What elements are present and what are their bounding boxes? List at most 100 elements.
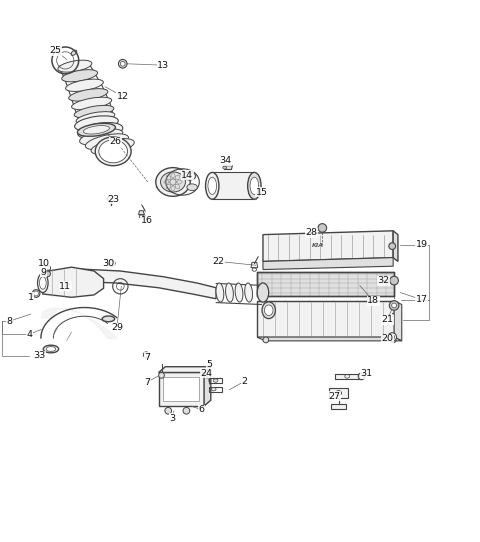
Ellipse shape bbox=[235, 283, 243, 302]
Polygon shape bbox=[72, 269, 216, 299]
Text: 32: 32 bbox=[378, 276, 390, 285]
Ellipse shape bbox=[245, 283, 252, 302]
Text: 10: 10 bbox=[38, 259, 50, 268]
Polygon shape bbox=[204, 367, 211, 406]
Ellipse shape bbox=[226, 283, 233, 302]
Polygon shape bbox=[158, 372, 204, 406]
Ellipse shape bbox=[184, 172, 196, 180]
Circle shape bbox=[158, 372, 164, 378]
Text: 27: 27 bbox=[329, 392, 341, 401]
Ellipse shape bbox=[69, 89, 108, 101]
Circle shape bbox=[390, 276, 398, 285]
Ellipse shape bbox=[62, 70, 97, 82]
Ellipse shape bbox=[66, 79, 103, 92]
Text: 4: 4 bbox=[26, 330, 33, 339]
Ellipse shape bbox=[85, 134, 129, 150]
Polygon shape bbox=[394, 301, 402, 341]
Ellipse shape bbox=[74, 116, 118, 131]
Text: 18: 18 bbox=[367, 296, 379, 305]
Ellipse shape bbox=[223, 166, 227, 169]
Circle shape bbox=[108, 260, 115, 267]
Polygon shape bbox=[335, 374, 360, 379]
Ellipse shape bbox=[160, 172, 185, 192]
Text: 29: 29 bbox=[111, 323, 123, 332]
Text: 2: 2 bbox=[242, 377, 248, 385]
Circle shape bbox=[32, 289, 40, 298]
Text: 30: 30 bbox=[102, 259, 114, 268]
Circle shape bbox=[108, 195, 114, 202]
Circle shape bbox=[119, 60, 127, 68]
Ellipse shape bbox=[46, 347, 56, 351]
Polygon shape bbox=[158, 367, 211, 372]
Circle shape bbox=[389, 301, 399, 310]
Ellipse shape bbox=[80, 129, 123, 145]
Ellipse shape bbox=[102, 316, 115, 322]
Text: 14: 14 bbox=[181, 171, 193, 180]
Polygon shape bbox=[224, 166, 232, 170]
Ellipse shape bbox=[76, 112, 115, 124]
Circle shape bbox=[165, 408, 171, 414]
Ellipse shape bbox=[39, 277, 46, 289]
Text: 28: 28 bbox=[306, 228, 318, 237]
Text: 12: 12 bbox=[117, 92, 129, 101]
Text: 17: 17 bbox=[416, 295, 428, 304]
Polygon shape bbox=[263, 257, 393, 269]
Circle shape bbox=[392, 303, 396, 308]
Polygon shape bbox=[329, 388, 348, 398]
Ellipse shape bbox=[187, 184, 197, 191]
Polygon shape bbox=[257, 337, 402, 341]
Circle shape bbox=[183, 408, 190, 414]
Ellipse shape bbox=[74, 105, 114, 118]
Text: 7: 7 bbox=[144, 353, 150, 362]
Circle shape bbox=[263, 337, 269, 343]
Text: 33: 33 bbox=[33, 351, 45, 360]
Polygon shape bbox=[163, 377, 199, 401]
Circle shape bbox=[120, 61, 125, 66]
Ellipse shape bbox=[71, 50, 77, 55]
Ellipse shape bbox=[78, 122, 123, 139]
Circle shape bbox=[390, 337, 396, 343]
Ellipse shape bbox=[58, 60, 92, 72]
Ellipse shape bbox=[91, 139, 134, 154]
Ellipse shape bbox=[262, 302, 276, 319]
Polygon shape bbox=[331, 404, 346, 409]
Polygon shape bbox=[393, 231, 398, 261]
Text: 23: 23 bbox=[107, 195, 119, 204]
Text: 15: 15 bbox=[255, 188, 267, 197]
Text: 20: 20 bbox=[382, 334, 394, 344]
Text: 6: 6 bbox=[199, 405, 204, 414]
Text: 34: 34 bbox=[219, 157, 232, 165]
Polygon shape bbox=[43, 267, 104, 298]
Ellipse shape bbox=[264, 305, 273, 315]
Text: 13: 13 bbox=[157, 61, 169, 70]
Circle shape bbox=[390, 334, 395, 339]
Circle shape bbox=[358, 373, 365, 379]
Circle shape bbox=[45, 265, 50, 271]
Polygon shape bbox=[212, 172, 254, 199]
Ellipse shape bbox=[213, 379, 218, 382]
Text: KIA: KIA bbox=[312, 243, 324, 248]
Text: 21: 21 bbox=[382, 315, 394, 324]
Ellipse shape bbox=[208, 177, 216, 195]
Circle shape bbox=[389, 243, 396, 249]
Polygon shape bbox=[257, 272, 394, 296]
Text: 9: 9 bbox=[41, 268, 47, 277]
Ellipse shape bbox=[43, 345, 59, 353]
Text: 1: 1 bbox=[28, 293, 34, 302]
Circle shape bbox=[45, 271, 50, 277]
Text: 22: 22 bbox=[213, 257, 225, 266]
Circle shape bbox=[318, 224, 326, 232]
Ellipse shape bbox=[250, 177, 259, 195]
Ellipse shape bbox=[95, 137, 131, 166]
Circle shape bbox=[144, 352, 149, 358]
Ellipse shape bbox=[139, 215, 144, 218]
Polygon shape bbox=[263, 231, 393, 261]
Ellipse shape bbox=[257, 283, 269, 302]
Polygon shape bbox=[139, 211, 144, 215]
Ellipse shape bbox=[77, 124, 115, 136]
Text: 5: 5 bbox=[206, 360, 212, 369]
Text: 8: 8 bbox=[6, 317, 12, 326]
Text: 25: 25 bbox=[50, 46, 62, 55]
Ellipse shape bbox=[205, 172, 219, 199]
Text: 3: 3 bbox=[169, 414, 175, 423]
